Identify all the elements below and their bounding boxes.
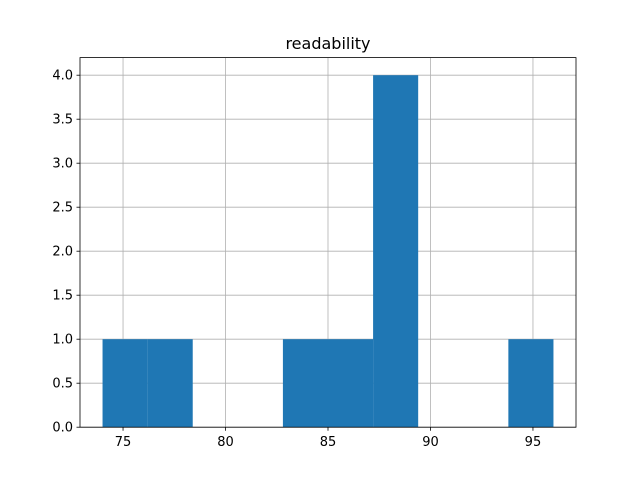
bar [373, 75, 419, 428]
plot-frame [79, 57, 577, 428]
y-tick-label: 3.0 [52, 157, 73, 172]
bar [508, 339, 554, 428]
x-tick-label: 90 [422, 435, 439, 450]
x-tick-label: 95 [525, 435, 542, 450]
y-tick-label: 0.0 [52, 421, 73, 436]
y-tick-label: 1.0 [52, 333, 73, 348]
bar [147, 339, 193, 428]
chart-title: readability [285, 34, 370, 53]
bar [328, 339, 374, 428]
y-tick-label: 4.0 [52, 69, 73, 84]
y-tick-label: 3.5 [52, 113, 73, 128]
y-tick-label: 2.5 [52, 201, 73, 216]
bar [102, 339, 148, 428]
x-tick-label: 85 [320, 435, 337, 450]
x-tick-label: 75 [115, 435, 132, 450]
y-tick-label: 0.5 [52, 377, 73, 392]
y-tick-label: 2.0 [52, 245, 73, 260]
bar [282, 339, 328, 428]
x-tick-label: 80 [217, 435, 234, 450]
y-tick-label: 1.5 [52, 289, 73, 304]
